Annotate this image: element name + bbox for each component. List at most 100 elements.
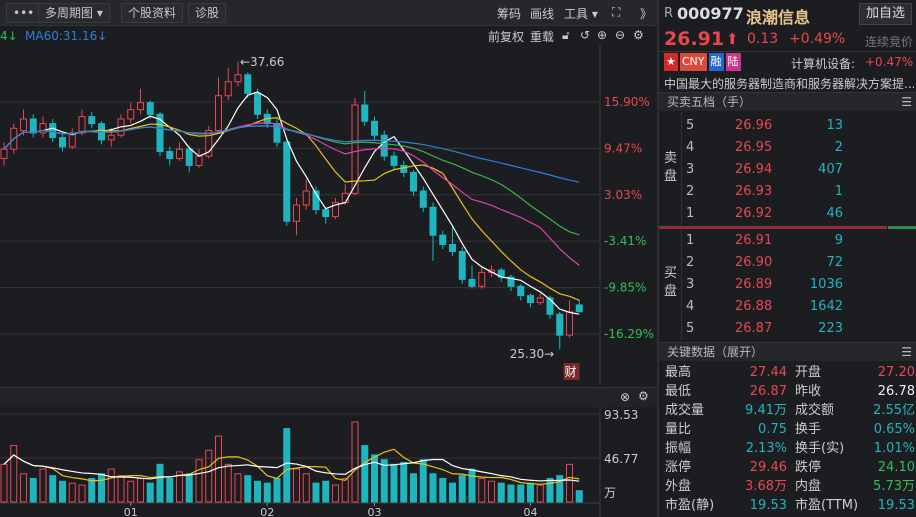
sell-level-row[interactable]: 3 26.94 407 bbox=[659, 159, 916, 181]
keydata-value: 3.68万 bbox=[745, 479, 787, 494]
candle-body bbox=[302, 190, 310, 206]
level-number: 5 bbox=[686, 321, 695, 336]
volume-chart[interactable]: 93.53 46.77 万 01 02 03 04 bbox=[0, 407, 657, 517]
volume-bar bbox=[107, 468, 115, 503]
china-flag-icon: ★ bbox=[664, 53, 678, 71]
sell-level-row[interactable]: 1 26.92 46 bbox=[659, 203, 916, 225]
buy-level-row[interactable]: 3 26.89 1036 bbox=[659, 274, 916, 296]
volume-bar bbox=[205, 449, 213, 503]
buy-level-row[interactable]: 1 26.91 9 bbox=[659, 230, 916, 252]
keydata-label: 开盘 bbox=[795, 365, 822, 380]
keydata-value: 5.73万 bbox=[873, 479, 915, 494]
volume-bar bbox=[78, 484, 86, 503]
reload-button[interactable]: 重载 bbox=[530, 30, 555, 44]
volume-bar bbox=[361, 445, 369, 503]
keydata-label: 外盘 bbox=[665, 479, 692, 494]
stock-code: 000977 bbox=[677, 4, 744, 23]
level-price: 26.91 bbox=[735, 233, 773, 248]
company-description[interactable]: 中国最大的服务器制造商和服务器解决方案提... bbox=[664, 77, 914, 91]
candle bbox=[195, 149, 203, 168]
menu-icon[interactable]: ☰ bbox=[901, 95, 912, 109]
collapse-icon[interactable]: 》 bbox=[640, 7, 653, 21]
tag-cny[interactable]: CNY bbox=[679, 53, 707, 71]
level-price: 26.87 bbox=[735, 321, 773, 336]
tag-connect[interactable]: 陆 bbox=[725, 53, 741, 71]
volume-bar bbox=[0, 463, 8, 503]
candle-body bbox=[107, 134, 115, 141]
stock-profile-button[interactable]: 个股资料 bbox=[121, 3, 184, 23]
undo-icon[interactable]: ↺ bbox=[580, 28, 591, 42]
volume-tick-label: 93.53 bbox=[604, 408, 638, 422]
tag-margin[interactable]: 融 bbox=[708, 53, 724, 71]
volume-bar bbox=[146, 482, 154, 503]
candle-body bbox=[293, 204, 300, 222]
volume-bar bbox=[20, 473, 27, 503]
y-tick-label: 3.03% bbox=[604, 188, 642, 202]
buy-level-row[interactable]: 4 26.88 1642 bbox=[659, 296, 916, 318]
candle bbox=[566, 300, 573, 338]
level-number: 4 bbox=[686, 299, 695, 314]
ma-legend-partial: 4↓ bbox=[0, 29, 18, 43]
volume-bar bbox=[302, 473, 310, 503]
buy-side-label: 买盘 bbox=[664, 266, 678, 299]
level-price: 26.93 bbox=[735, 184, 773, 199]
volume-ma10-line bbox=[3, 454, 580, 482]
candle-body bbox=[156, 113, 164, 152]
chart-toolbar: ••• 多周期图 ▾ 个股资料 诊股 筹码 画线 工具 ▾ ⛶ 》 bbox=[0, 0, 657, 26]
candle bbox=[390, 151, 398, 171]
volume-bar bbox=[312, 482, 320, 503]
level-volume: 1 bbox=[834, 184, 843, 199]
y-tick-label: -16.29% bbox=[604, 327, 654, 341]
buy-level-row[interactable]: 2 26.90 72 bbox=[659, 252, 916, 274]
keydata-value: 2.13% bbox=[745, 441, 787, 456]
keydata-value: 27.20 bbox=[877, 365, 915, 380]
volume-bar bbox=[263, 482, 271, 503]
diagnose-button[interactable]: 诊股 bbox=[188, 3, 227, 23]
fullscreen-icon[interactable]: ⛶ bbox=[612, 5, 621, 19]
candle-body bbox=[468, 278, 476, 287]
candle-body bbox=[0, 148, 8, 159]
buy-level-row[interactable]: 5 26.87 223 bbox=[659, 318, 916, 340]
candlestick-chart[interactable]: 15.90% 9.47% 3.03% -3.41% -9.85% -16.29% ←37.6… bbox=[0, 45, 657, 385]
sector-label[interactable]: 计算机设备: bbox=[791, 57, 856, 71]
adjust-button[interactable]: 前复权 bbox=[488, 30, 525, 44]
sell-level-row[interactable]: 5 26.96 13 bbox=[659, 115, 916, 137]
level-number: 1 bbox=[686, 233, 695, 248]
candle bbox=[536, 293, 544, 305]
volume-unit-label: 万 bbox=[604, 486, 616, 500]
keydata-value: 0.75 bbox=[758, 422, 787, 437]
add-watchlist-button[interactable]: 加自选 bbox=[859, 3, 912, 25]
settings-gear-icon[interactable]: ⚙ bbox=[633, 28, 644, 42]
candle bbox=[49, 118, 57, 143]
keydata-label: 跌停 bbox=[795, 460, 822, 475]
tools-dropdown[interactable]: 工具 ▾ bbox=[564, 7, 598, 21]
volume-settings-gear-icon[interactable]: ⚙ bbox=[638, 389, 649, 403]
more-button[interactable]: ••• bbox=[6, 3, 42, 23]
ma10-line bbox=[3, 117, 580, 301]
keydata-value: 1.01% bbox=[873, 441, 915, 456]
volume-bar bbox=[351, 421, 359, 503]
candle-body bbox=[410, 171, 417, 192]
candle-body bbox=[127, 109, 135, 120]
keydata-header[interactable]: 关键数据（展开） ☰ bbox=[659, 342, 916, 361]
keydata-menu-icon[interactable]: ☰ bbox=[901, 345, 912, 359]
multi-period-dropdown[interactable]: 多周期图 ▾ bbox=[38, 3, 110, 23]
candle bbox=[29, 114, 37, 138]
zoom-in-icon[interactable]: ⊕ bbox=[597, 28, 608, 42]
keydata-value: 27.44 bbox=[749, 365, 787, 380]
candle bbox=[244, 72, 252, 99]
zoom-out-icon[interactable]: ⊖ bbox=[615, 28, 626, 42]
time-tick-label: 01 bbox=[124, 506, 138, 517]
draw-button[interactable]: 画线 bbox=[530, 7, 555, 21]
keydata-label: 内盘 bbox=[795, 479, 822, 494]
candle bbox=[166, 146, 174, 166]
volume-bar bbox=[468, 468, 476, 503]
sell-level-row[interactable]: 4 26.95 2 bbox=[659, 137, 916, 159]
candle bbox=[410, 170, 417, 196]
candle bbox=[429, 202, 437, 261]
chips-button[interactable]: 筹码 bbox=[497, 7, 522, 21]
close-volume-icon[interactable]: ⊗ bbox=[620, 390, 631, 404]
lock-icon[interactable]: 🔓︎ bbox=[562, 28, 570, 42]
sell-level-row[interactable]: 2 26.93 1 bbox=[659, 181, 916, 203]
candle-body bbox=[49, 123, 57, 139]
